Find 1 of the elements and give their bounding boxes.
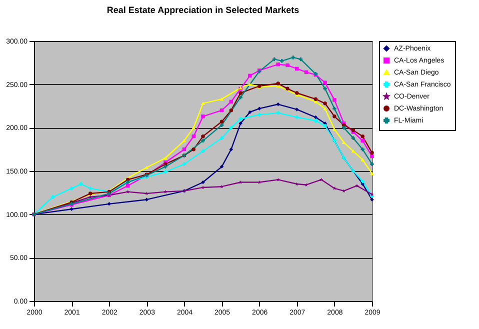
chart-title: Real Estate Appreciation in Selected Markets bbox=[106, 5, 300, 15]
